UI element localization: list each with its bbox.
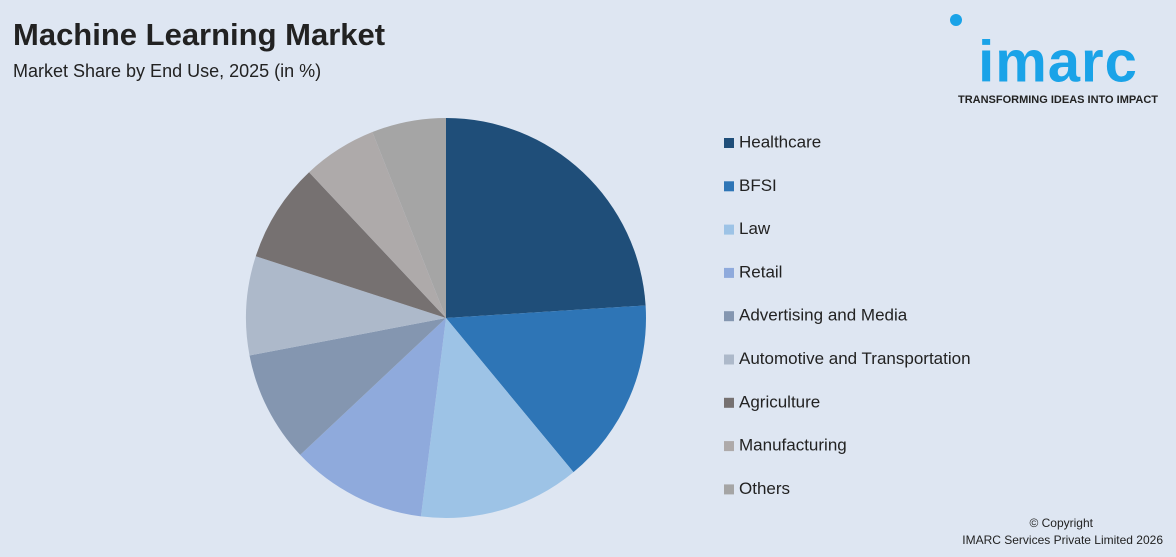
- chart-subtitle: Market Share by End Use, 2025 (in %): [13, 61, 321, 81]
- pie-slice: [255, 172, 446, 318]
- legend-swatch: [724, 224, 734, 235]
- legend-label: BFSI: [739, 176, 777, 195]
- chart-title: Machine Learning Market: [13, 17, 385, 52]
- legend-swatch: [724, 397, 734, 408]
- legend-swatch: [724, 267, 734, 278]
- pie-slice: [249, 318, 446, 455]
- pie-slice: [309, 132, 446, 318]
- logo-tagline: TRANSFORMING IDEAS INTO IMPACT: [958, 94, 1158, 106]
- company: IMARC Services Private Limited 2026: [962, 533, 1163, 547]
- legend-swatch: [724, 181, 734, 192]
- legend-label: Others: [739, 479, 790, 498]
- legend-swatch: [724, 441, 734, 452]
- pie-slice: [420, 318, 574, 518]
- pie-slice: [372, 118, 446, 318]
- legend: Healthcare BFSI Law Retail Advertising and M…: [724, 132, 971, 498]
- legend-swatch: [724, 484, 734, 495]
- logo-dot: [950, 14, 962, 26]
- legend-label: Manufacturing: [739, 436, 847, 455]
- pie-slice: [300, 318, 446, 517]
- legend-label: Law: [739, 219, 771, 238]
- legend-swatch: [724, 354, 734, 365]
- legend-swatch: [724, 138, 734, 148]
- legend-label: Agriculture: [739, 392, 820, 411]
- legend-label: Automotive and Transportation: [739, 349, 971, 368]
- legend-swatch: [724, 311, 734, 322]
- pie-slice: [446, 305, 646, 473]
- pie-slice: [446, 118, 646, 318]
- pie-slice: [246, 256, 446, 356]
- logo: imarc: [978, 29, 1138, 94]
- legend-label: Retail: [739, 262, 782, 281]
- copyright: © Copyright: [1029, 516, 1093, 530]
- legend-label: Healthcare: [739, 132, 821, 151]
- legend-label: Advertising and Media: [739, 306, 908, 325]
- pie: [246, 118, 646, 518]
